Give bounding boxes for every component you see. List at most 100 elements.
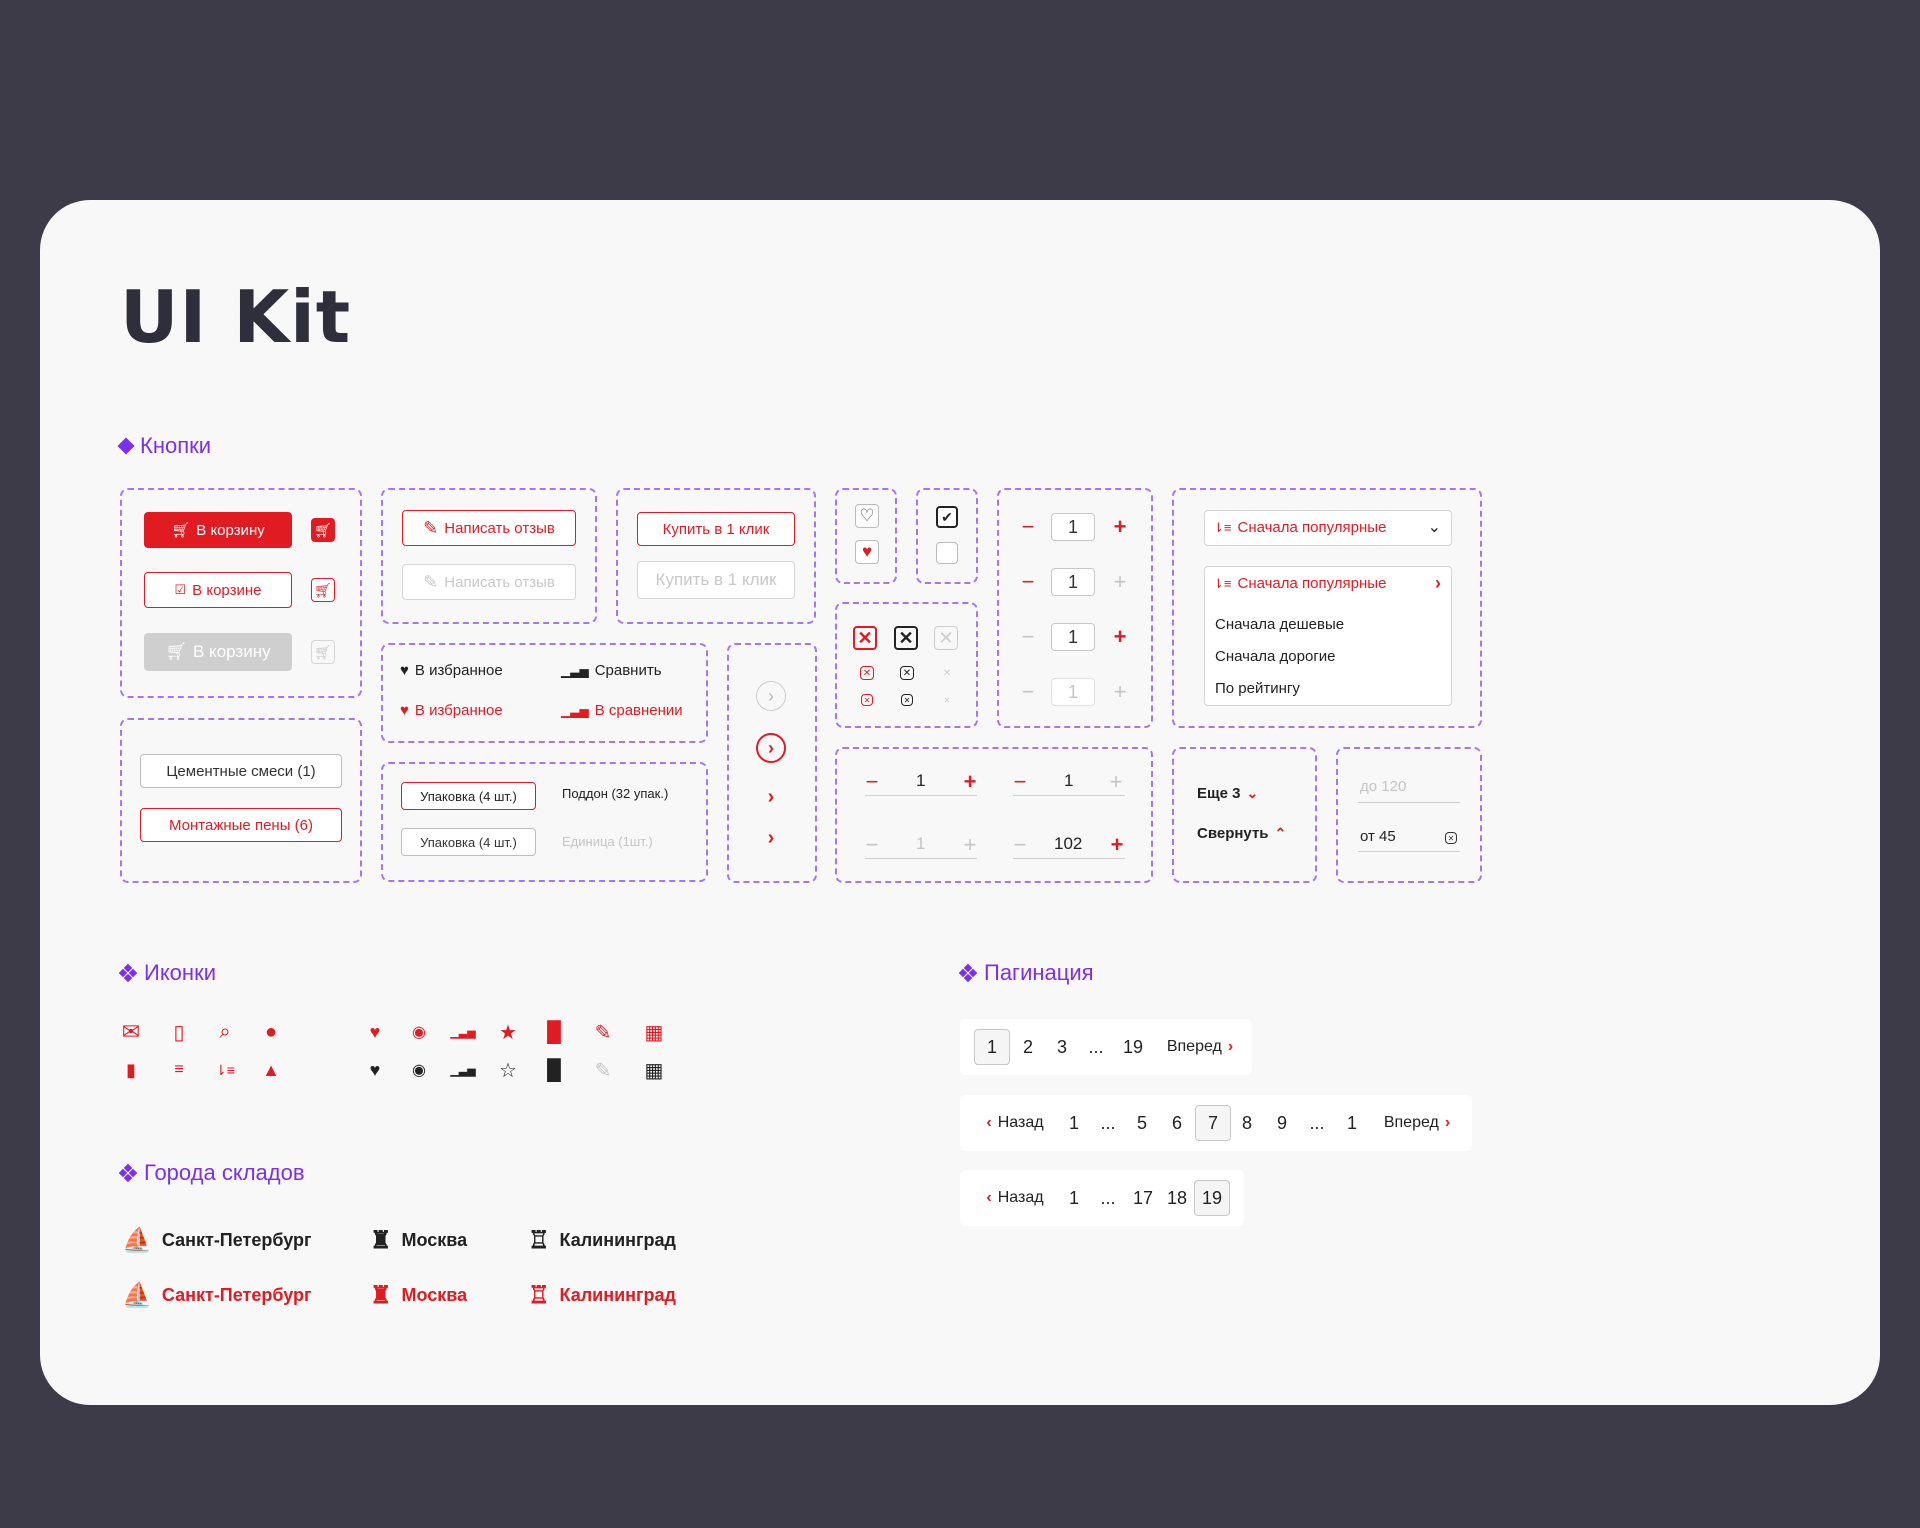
page-number[interactable]: 9 [1276,1112,1287,1133]
in-cart-icon-button[interactable]: 🛒︎ [311,578,335,602]
pack-option[interactable]: Упаковка (4 шт.) [401,828,536,856]
sort-option-selected[interactable]: ⇂≡ Сначала популярные [1213,575,1387,592]
page-number[interactable]: 1 [1346,1112,1357,1133]
city-msk[interactable]: ♜ Москва [370,1227,468,1254]
clear-icon[interactable]: ✕ [1445,832,1457,844]
page-number[interactable]: 17 [1132,1187,1154,1208]
plus-icon[interactable]: + [1110,832,1124,857]
page-number[interactable]: 1 [1068,1187,1079,1208]
sort-select[interactable]: ⇂≡ Сначала популярные ⌄ [1204,510,1452,546]
close-small-icon[interactable]: ✕ [860,666,874,680]
quantity-input-disabled[interactable]: 1 [1051,678,1095,706]
close-tiny-icon[interactable]: ✕ [861,694,873,706]
page-number-current[interactable]: 19 [1194,1180,1230,1216]
quantity-input[interactable]: 1 [1051,623,1095,651]
chevron-right-icon[interactable]: › [767,826,775,849]
checkbox-unchecked[interactable] [936,542,958,564]
cart-disabled-icon-button[interactable]: 🛒︎ [311,640,335,664]
quantity-value[interactable]: 1 [916,771,926,790]
page-number[interactable]: 5 [1136,1112,1147,1133]
close-icon[interactable]: ✕ [934,626,958,650]
plus-disabled-icon[interactable]: + [1113,679,1127,704]
minus-disabled-icon[interactable]: − [1021,624,1035,649]
plus-icon[interactable]: + [1113,624,1127,649]
plus-disabled-icon[interactable]: + [1109,769,1123,794]
in-cart-button[interactable]: ☑ В корзине [144,572,292,608]
close-tiny-icon[interactable]: ✕ [901,694,913,706]
quantity-value[interactable]: 1 [1064,771,1074,790]
filter-chip[interactable]: Цементные смеси (1) [140,754,342,788]
page-number[interactable]: 19 [1122,1036,1144,1057]
line-stepper [865,829,977,859]
page-number[interactable]: 1 [1068,1112,1079,1133]
filter-chip-active[interactable]: Монтажные пены (6) [140,808,342,842]
arrow-right-circle-icon[interactable]: › [756,733,786,763]
write-review-button[interactable]: ✎ Написать отзыв [402,510,576,546]
city-spb[interactable]: ⛵ Санкт-Петербург [122,1227,312,1254]
minus-disabled-icon[interactable]: − [1021,679,1035,704]
next-page-button[interactable]: Вперед › [1166,1038,1234,1055]
add-to-cart-button[interactable]: 🛒︎ В корзину [144,512,292,548]
city-kgd-active[interactable]: ♖ Калининград [528,1282,676,1309]
plus-disabled-icon[interactable]: + [963,832,977,857]
collapse-link[interactable]: Свернуть ⌃ [1197,825,1287,842]
minus-disabled-icon[interactable]: − [865,832,879,857]
page-number[interactable]: 18 [1166,1187,1188,1208]
close-tiny-icon[interactable]: ✕ [943,695,951,705]
city-spb-active[interactable]: ⛵ Санкт-Петербург [122,1282,312,1309]
pack-option-active[interactable]: Упаковка (4 шт.) [401,782,536,810]
add-to-cart-disabled-button[interactable]: 🛒︎ В корзину [144,633,292,671]
heart-filled-icon[interactable]: ♥ [855,540,879,564]
pack-option-disabled[interactable]: Единица (1шт.) [562,834,653,849]
range-from-input[interactable] [1358,822,1460,852]
city-msk-active[interactable]: ♜ Москва [370,1282,468,1309]
page-number[interactable]: 8 [1241,1112,1252,1133]
prev-page-button[interactable]: ‹ Назад [986,1189,1044,1206]
checkbox-checked[interactable]: ✔ [936,506,958,528]
arrow-right-circle-icon[interactable]: › [756,681,786,711]
mail-icon: ✉ [121,1019,141,1044]
sort-option[interactable]: Сначала дешевые [1215,616,1345,633]
range-to-input[interactable] [1358,773,1460,803]
pack-option[interactable]: Поддон (32 упак.) [562,786,669,801]
plus-disabled-icon[interactable]: + [1113,569,1127,594]
minus-icon[interactable]: − [1021,514,1035,539]
write-review-disabled-button[interactable]: ✎ Написать отзыв [402,564,576,600]
plus-icon[interactable]: + [1113,514,1127,539]
minus-icon[interactable]: − [1021,569,1035,594]
heart-outline-icon[interactable]: ♡ [855,504,879,528]
buy-one-click-disabled-button[interactable]: Купить в 1 клик [637,561,795,599]
page-number[interactable]: 3 [1056,1036,1067,1057]
minus-icon[interactable]: − [1013,769,1027,794]
plus-icon[interactable]: + [963,769,977,794]
close-small-icon[interactable]: ✕ [900,666,914,680]
quantity-input[interactable]: 1 [1051,513,1095,541]
sort-option[interactable]: По рейтингу [1215,680,1300,697]
sort-option[interactable]: Сначала дорогие [1215,648,1336,665]
bar-chart-icon: ▁▃▅ [561,703,589,718]
in-compare-link[interactable]: ▁▃▅ В сравнении [561,702,683,719]
city-kgd[interactable]: ♖ Калининград [528,1227,676,1254]
minus-disabled-icon[interactable]: − [1013,832,1027,857]
page-number[interactable]: 2 [1022,1036,1033,1057]
page-number[interactable]: 6 [1171,1112,1182,1133]
section-pagination-label: Пагинация [984,960,1094,985]
show-more-link[interactable]: Еще 3 ⌄ [1197,785,1259,802]
buy-one-click-button[interactable]: Купить в 1 клик [637,512,795,546]
compare-link[interactable]: ▁▃▅ Сравнить [561,662,662,679]
minus-icon[interactable]: − [865,769,879,794]
added-favorite-link[interactable]: ♥ В избранное [400,702,503,719]
prev-page-button[interactable]: ‹ Назад [986,1114,1044,1131]
quantity-input[interactable]: 1 [1051,568,1095,596]
close-icon[interactable]: ✕ [894,626,918,650]
close-icon[interactable]: ✕ [853,626,877,650]
page-number-current[interactable]: 7 [1195,1105,1231,1141]
next-page-button[interactable]: Вперед › [1383,1114,1451,1131]
chevron-right-icon[interactable]: › [767,785,775,808]
page-number-current[interactable]: 1 [974,1029,1010,1065]
quantity-value[interactable]: 1 [916,834,926,853]
quantity-value[interactable]: 102 [1054,834,1083,853]
cart-icon-button[interactable]: 🛒︎ [311,518,335,542]
add-favorite-link[interactable]: ♥ В избранное [400,662,503,679]
close-small-icon[interactable]: ✕ [942,667,952,679]
